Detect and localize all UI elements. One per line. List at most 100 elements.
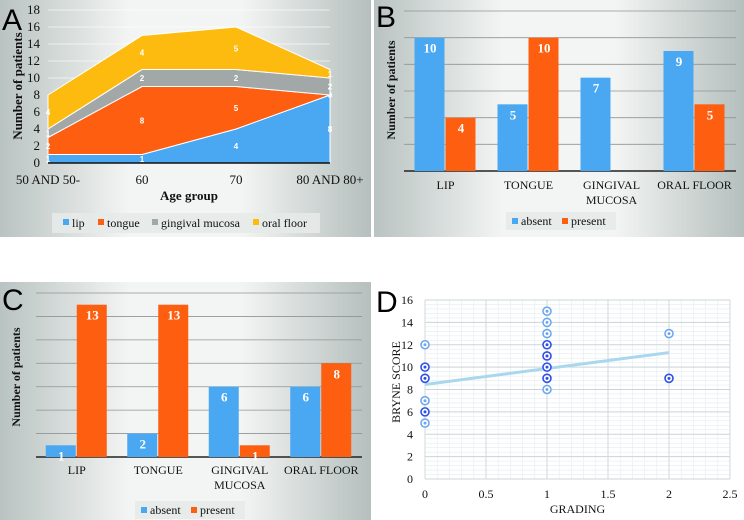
- x-tick-label: MUCOSA: [214, 478, 266, 492]
- data-label: 1: [46, 129, 51, 138]
- data-point: [542, 351, 552, 361]
- y-tick-label: 14: [401, 315, 413, 329]
- panel-label: C: [2, 284, 24, 317]
- data-point: [542, 373, 552, 384]
- point-center: [545, 365, 549, 369]
- bar-absent: [497, 104, 528, 171]
- bar-absent: [290, 386, 321, 457]
- legend-box: [135, 501, 245, 519]
- data-point: [664, 373, 674, 384]
- point-center: [545, 320, 549, 324]
- panel-label: D: [376, 286, 398, 319]
- x-tick-label: 0.5: [479, 487, 494, 501]
- data-label: 5: [234, 44, 239, 53]
- data-point: [542, 328, 552, 339]
- legend-swatch: [253, 219, 259, 225]
- bar-present: [445, 117, 476, 171]
- legend-box: [52, 213, 320, 233]
- x-tick-label: GINGIVAL: [583, 178, 640, 192]
- point-center: [545, 332, 549, 336]
- data-point: [420, 407, 430, 417]
- data-label: 2: [140, 437, 147, 452]
- data-label: 1: [140, 155, 145, 164]
- panel-c: 1 13 LIP 2 13 TONGUE 6 1 GINGIVAL MUCOSA 6 8 ORAL FL…: [0, 282, 371, 520]
- data-point: [542, 339, 552, 350]
- data-label: 8: [140, 117, 145, 126]
- data-point: [420, 418, 430, 428]
- legend-label: present: [571, 214, 606, 228]
- bar-absent: [127, 433, 158, 457]
- y-tick-label: 10: [27, 70, 40, 85]
- bar-absent: [208, 386, 239, 457]
- y-tick-label: 4: [34, 121, 41, 136]
- x-tick-label: 1.5: [601, 487, 616, 501]
- y-axis-title: Number of patients: [9, 327, 23, 426]
- data-label: 7: [593, 81, 600, 96]
- data-label: 2: [328, 83, 333, 92]
- data-label: 2: [234, 74, 239, 83]
- point-center: [545, 343, 549, 347]
- data-label: 13: [167, 308, 181, 323]
- x-tick-label: 80 AND 80+: [296, 172, 363, 187]
- legend-label: lip: [72, 216, 85, 230]
- legend-box: [506, 212, 616, 230]
- point-center: [423, 343, 427, 347]
- legend-label: tongue: [107, 216, 140, 230]
- point-center: [423, 376, 427, 380]
- panel-label: A: [2, 4, 22, 37]
- bar-present: [158, 304, 189, 457]
- x-tick-label: 60: [136, 172, 149, 187]
- x-tick-label: LIP: [68, 463, 86, 477]
- legend-label: present: [200, 503, 235, 517]
- legend-label: oral floor: [262, 216, 307, 230]
- x-tick-label: ORAL FLOOR: [284, 463, 359, 477]
- bar-absent: [663, 51, 694, 171]
- bar-absent: [414, 37, 445, 171]
- x-tick-label: 70: [230, 172, 243, 187]
- data-label: 8: [334, 366, 341, 381]
- data-point: [420, 339, 430, 350]
- point-center: [545, 388, 549, 391]
- data-point: [420, 395, 430, 406]
- x-tick-label: 2.5: [723, 487, 738, 501]
- data-label: 10: [424, 41, 437, 56]
- panel-b: 10 4 LIP 5 10 TONGUE 7 GINGIVAL MUCOSA 9 5 ORAL FLO…: [374, 0, 744, 237]
- y-tick-label: 6: [407, 405, 413, 419]
- bar-absent: [580, 77, 611, 171]
- y-tick-label: 16: [401, 293, 413, 307]
- data-label: 4: [234, 142, 239, 151]
- point-center: [423, 399, 427, 403]
- y-tick-label: 8: [34, 87, 41, 102]
- data-label: 5: [234, 104, 239, 113]
- data-label: 4: [140, 49, 145, 58]
- y-axis-title: Number of patients: [10, 32, 25, 139]
- data-label: 5: [510, 107, 517, 122]
- data-label: 10: [538, 41, 551, 56]
- data-label: 2: [140, 74, 145, 83]
- legend-label: absent: [521, 214, 552, 228]
- bar-present: [528, 37, 559, 171]
- x-tick-label: TONGUE: [504, 178, 553, 192]
- y-tick-label: 2: [34, 138, 41, 153]
- bar-present: [321, 363, 352, 457]
- x-tick-label: MUCOSA: [586, 193, 638, 207]
- chart-d: 0 0.5 1 1.5 2 2.5 0 2 4 6 8 10 12 14 16 GRADING BRYNE SC…: [374, 282, 744, 520]
- data-label: 1: [328, 70, 333, 79]
- x-tick-label: 50 AND 50-: [16, 172, 80, 187]
- y-tick-label: 10: [401, 360, 413, 374]
- data-label: 8: [328, 125, 333, 134]
- y-axis-title: BRYNE SCORE: [389, 341, 403, 423]
- data-label: 1: [58, 448, 65, 463]
- data-label: 4: [458, 121, 465, 136]
- data-label: 5: [707, 107, 714, 122]
- legend-swatch: [152, 219, 158, 225]
- panel-a: 024681012141618114828501222445150 AND 50…: [0, 0, 371, 237]
- chart-a: 024681012141618114828501222445150 AND 50…: [0, 0, 371, 237]
- legend-swatch: [512, 218, 518, 224]
- area-oral-floor: [47, 26, 331, 130]
- bar-present: [76, 304, 107, 457]
- y-tick-label: 12: [401, 338, 413, 352]
- point-center: [545, 354, 549, 358]
- point-center: [667, 332, 671, 336]
